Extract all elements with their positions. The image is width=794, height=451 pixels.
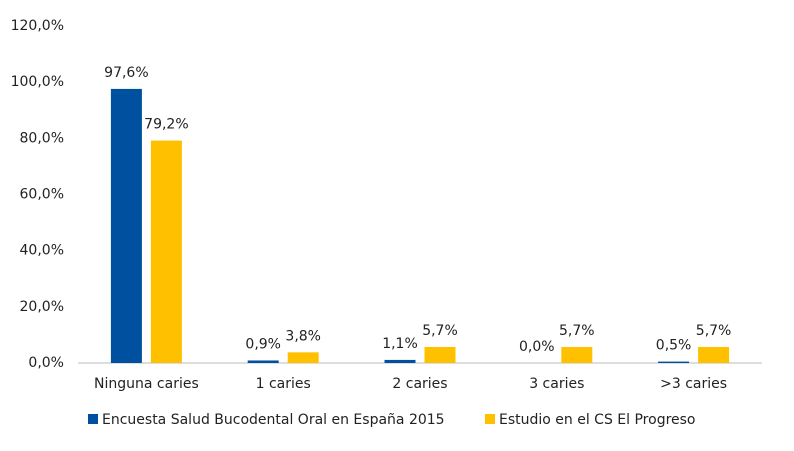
x-tick-label: 2 caries (392, 376, 447, 392)
value-label: 97,6% (104, 65, 148, 81)
y-tick-label: 0,0% (28, 355, 64, 371)
bar (110, 88, 142, 363)
x-tick-label: Ninguna caries (94, 376, 199, 392)
bar (424, 346, 456, 363)
legend-label: Estudio en el CS El Progreso (499, 412, 696, 428)
y-tick-label: 100,0% (11, 74, 64, 90)
legend-marker (88, 414, 98, 424)
value-label: 3,8% (285, 328, 321, 344)
value-label: 0,0% (519, 339, 555, 355)
value-label: 79,2% (144, 117, 188, 133)
x-tick-label: >3 caries (660, 376, 727, 392)
y-tick-label: 20,0% (20, 299, 64, 315)
x-tick-label: 1 caries (256, 376, 311, 392)
value-label: 5,7% (696, 323, 732, 339)
legend-label: Encuesta Salud Bucodental Oral en España… (102, 412, 445, 428)
bar (658, 361, 690, 363)
value-label: 1,1% (382, 336, 418, 352)
x-tick-label: 3 caries (529, 376, 584, 392)
bar (287, 352, 319, 363)
value-label: 0,9% (245, 336, 281, 352)
bar (247, 360, 279, 363)
value-label: 5,7% (422, 323, 458, 339)
bar (561, 346, 593, 363)
y-tick-label: 40,0% (20, 243, 64, 259)
bar (150, 140, 182, 363)
y-tick-label: 80,0% (20, 130, 64, 146)
bar (384, 359, 416, 363)
bar (698, 346, 730, 363)
value-label: 5,7% (559, 323, 595, 339)
y-tick-label: 120,0% (11, 18, 64, 34)
value-label: 0,5% (656, 338, 692, 354)
legend-marker (485, 414, 495, 424)
y-tick-label: 60,0% (20, 187, 64, 203)
